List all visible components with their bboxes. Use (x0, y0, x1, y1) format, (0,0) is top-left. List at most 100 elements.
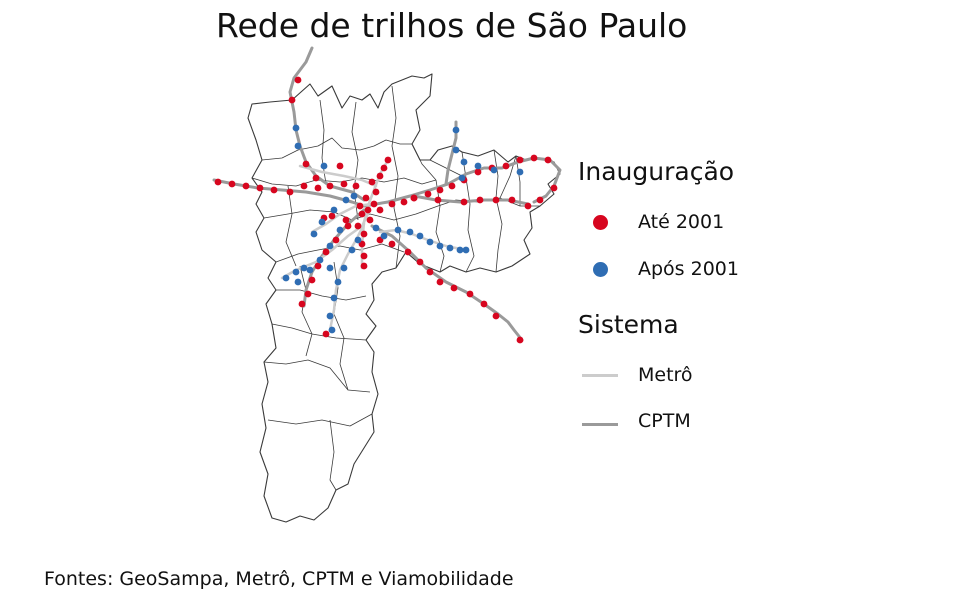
station-apos-2001-81 (452, 146, 460, 154)
station-apos-2001-99 (300, 264, 308, 272)
station-ate-2001-15 (314, 184, 322, 192)
station-ate-2001-36 (388, 200, 396, 208)
rail-lines (212, 46, 562, 342)
station-apos-2001-114 (446, 244, 454, 252)
station-ate-2001-27 (370, 200, 378, 208)
station-apos-2001-106 (354, 236, 362, 244)
station-ate-2001-48 (544, 156, 552, 164)
station-ate-2001-66 (480, 300, 488, 308)
station-apos-2001-111 (416, 232, 424, 240)
station-ate-2001-40 (436, 186, 444, 194)
cptm-line-0 (288, 46, 366, 202)
station-apos-2001-108 (380, 232, 388, 240)
station-apos-2001-95 (306, 266, 314, 274)
station-apos-2001-113 (436, 242, 444, 250)
station-apos-2001-89 (318, 218, 326, 226)
legend-label-ate-2001: Até 2001 (638, 211, 725, 233)
station-ate-2001-78 (342, 216, 350, 224)
cptm-line-2 (362, 156, 562, 208)
legend-label-metro: Metrô (638, 364, 693, 386)
station-apos-2001-3 (294, 142, 302, 150)
legend-title-sistema: Sistema (578, 310, 679, 339)
station-ate-2001-24 (362, 194, 370, 202)
station-ate-2001-5 (312, 174, 320, 182)
cptm-line-4 (370, 224, 524, 342)
station-ate-2001-49 (550, 184, 558, 192)
legend-line-metro (582, 374, 618, 377)
station-apos-2001-87 (342, 196, 350, 204)
station-ate-2001-29 (366, 216, 374, 224)
station-apos-2001-94 (316, 256, 324, 264)
city-boundary (247, 73, 561, 523)
station-ate-2001-59 (388, 240, 396, 248)
station-ate-2001-76 (322, 330, 330, 338)
station-ate-2001-61 (416, 258, 424, 266)
station-apos-2001-2 (292, 124, 300, 132)
station-ate-2001-60 (404, 248, 412, 256)
station-ate-2001-46 (516, 156, 524, 164)
station-ate-2001-53 (434, 196, 442, 204)
station-ate-2001-10 (242, 182, 250, 190)
station-apos-2001-6 (320, 162, 328, 170)
station-ate-2001-67 (492, 312, 500, 320)
station-apos-2001-115 (456, 246, 464, 254)
station-ate-2001-20 (376, 172, 384, 180)
map-title: Rede de trilhos de São Paulo (216, 6, 688, 45)
station-apos-2001-104 (340, 264, 348, 272)
station-apos-2001-100 (328, 326, 336, 334)
station-apos-2001-107 (372, 224, 380, 232)
legend-dot-apos-2001 (593, 262, 608, 277)
cptm-line-5 (302, 208, 366, 308)
station-ate-2001-45 (502, 162, 510, 170)
metro-line-9 (298, 164, 378, 188)
station-apos-2001-116 (462, 246, 470, 254)
station-apos-2001-88 (330, 206, 338, 214)
station-apos-2001-101 (326, 312, 334, 320)
station-ate-2001-75 (298, 300, 306, 308)
station-ate-2001-33 (360, 252, 368, 260)
station-ate-2001-47 (530, 154, 538, 162)
station-apos-2001-117 (326, 264, 334, 272)
station-ate-2001-34 (360, 262, 368, 270)
station-ate-2001-52 (410, 194, 418, 202)
legend-label-cptm: CPTM (638, 410, 691, 432)
station-ate-2001-9 (228, 180, 236, 188)
station-ate-2001-16 (326, 182, 334, 190)
station-apos-2001-109 (394, 226, 402, 234)
station-apos-2001-112 (426, 238, 434, 246)
station-apos-2001-110 (406, 228, 414, 236)
station-ate-2001-17 (340, 180, 348, 188)
station-apos-2001-105 (348, 246, 356, 254)
station-ate-2001-25 (356, 202, 364, 210)
station-apos-2001-91 (350, 192, 358, 200)
station-ate-2001-77 (328, 212, 336, 220)
station-apos-2001-102 (330, 294, 338, 302)
station-ate-2001-65 (466, 290, 474, 298)
legend-label-apos-2001: Após 2001 (638, 258, 739, 280)
station-ate-2001-71 (322, 248, 330, 256)
station-ate-2001-31 (360, 230, 368, 238)
station-ate-2001-68 (516, 336, 524, 344)
station-ate-2001-13 (286, 188, 294, 196)
station-apos-2001-103 (334, 278, 342, 286)
station-ate-2001-43 (474, 168, 482, 176)
station-apos-2001-83 (474, 162, 482, 170)
station-ate-2001-69 (344, 222, 352, 230)
station-ate-2001-35 (376, 206, 384, 214)
station-ate-2001-26 (364, 206, 372, 214)
station-ate-2001-63 (436, 278, 444, 286)
station-ate-2001-28 (358, 210, 366, 218)
station-ate-2001-39 (424, 190, 432, 198)
legend-title-inauguracao: Inauguração (578, 157, 735, 186)
legend-line-cptm (582, 423, 618, 426)
station-apos-2001-92 (336, 226, 344, 234)
station-ate-2001-30 (354, 222, 362, 230)
station-apos-2001-80 (452, 126, 460, 134)
metro-line-10 (360, 158, 390, 270)
station-ate-2001-4 (302, 160, 310, 168)
station-apos-2001-85 (516, 168, 524, 176)
station-ate-2001-55 (476, 196, 484, 204)
station-apos-2001-97 (282, 274, 290, 282)
station-ate-2001-70 (332, 236, 340, 244)
